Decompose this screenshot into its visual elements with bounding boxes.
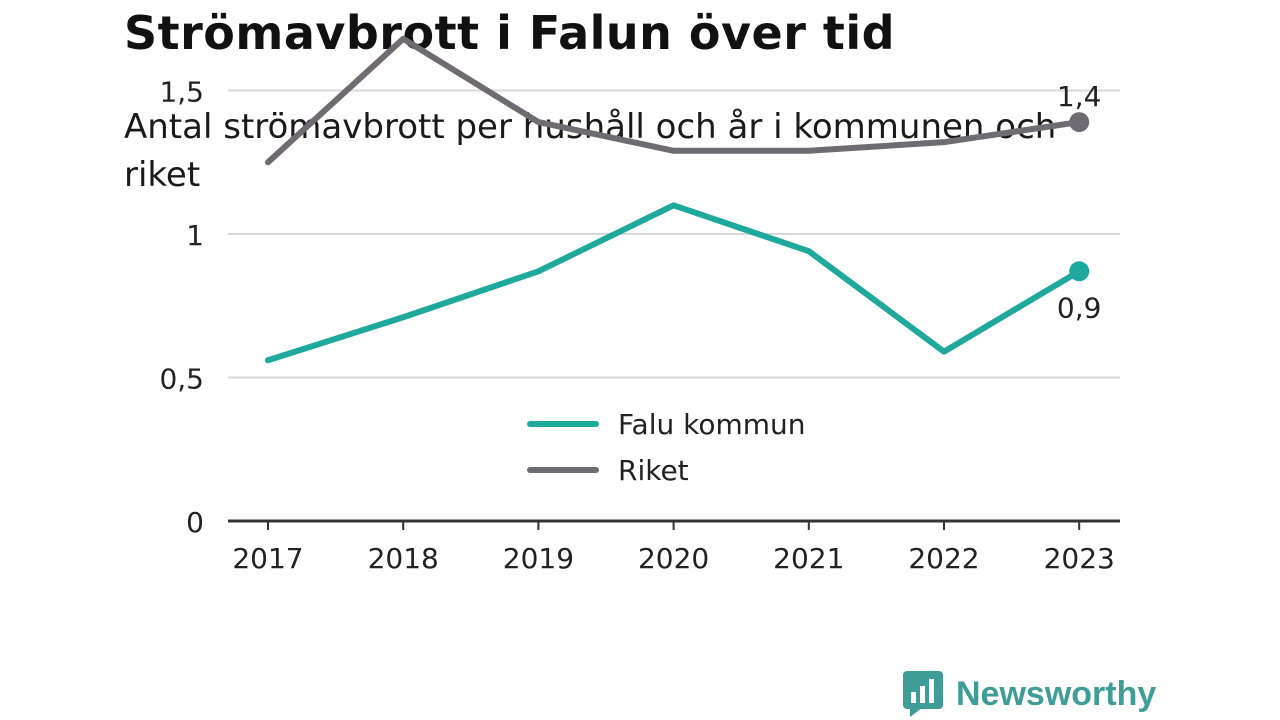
x-tick-label: 2018 [368, 542, 439, 575]
y-tick-label: 0 [186, 506, 204, 539]
data-point [1069, 261, 1090, 282]
data-label-riket-2023: 1,4 [1057, 80, 1102, 113]
legend-label: Falu kommun [618, 408, 806, 441]
data-point [267, 161, 269, 163]
data-point [808, 250, 810, 252]
data-point [943, 351, 945, 353]
legend-box [518, 398, 830, 498]
series-line-falu-kommun [265, 202, 1083, 364]
x-tick-label: 2021 [773, 542, 844, 575]
y-tick-label: 1 [186, 219, 204, 252]
bar-chart-bubble-icon [903, 671, 943, 717]
x-tick-label: 2022 [908, 542, 979, 575]
data-label-falu-2023: 0,9 [1057, 291, 1102, 324]
data-point [673, 150, 675, 152]
data-point [673, 204, 675, 206]
chart-subtitle: Antal strömavbrott per hushåll och år i … [124, 107, 1057, 195]
brand-logo: Newsworthy [902, 670, 1156, 718]
y-tick-label: 1,5 [159, 76, 204, 109]
x-tick-label: 2017 [232, 542, 303, 575]
x-tick-label: 2023 [1044, 542, 1115, 575]
series-line-riket [265, 35, 1083, 166]
data-point [267, 359, 269, 361]
x-tick-label: 2019 [503, 542, 574, 575]
data-point [537, 270, 539, 272]
data-point [402, 316, 404, 318]
data-point [943, 141, 945, 143]
brand-name: Newsworthy [956, 674, 1157, 713]
legend-label: Riket [618, 454, 689, 487]
y-tick-label: 0,5 [159, 363, 204, 396]
x-tick-label: 2020 [638, 542, 709, 575]
data-point [1069, 112, 1090, 133]
data-point [808, 150, 810, 152]
chart-title: Strömavbrott i Falun över tid [124, 6, 896, 60]
data-point [537, 121, 539, 123]
data-point [402, 38, 404, 40]
